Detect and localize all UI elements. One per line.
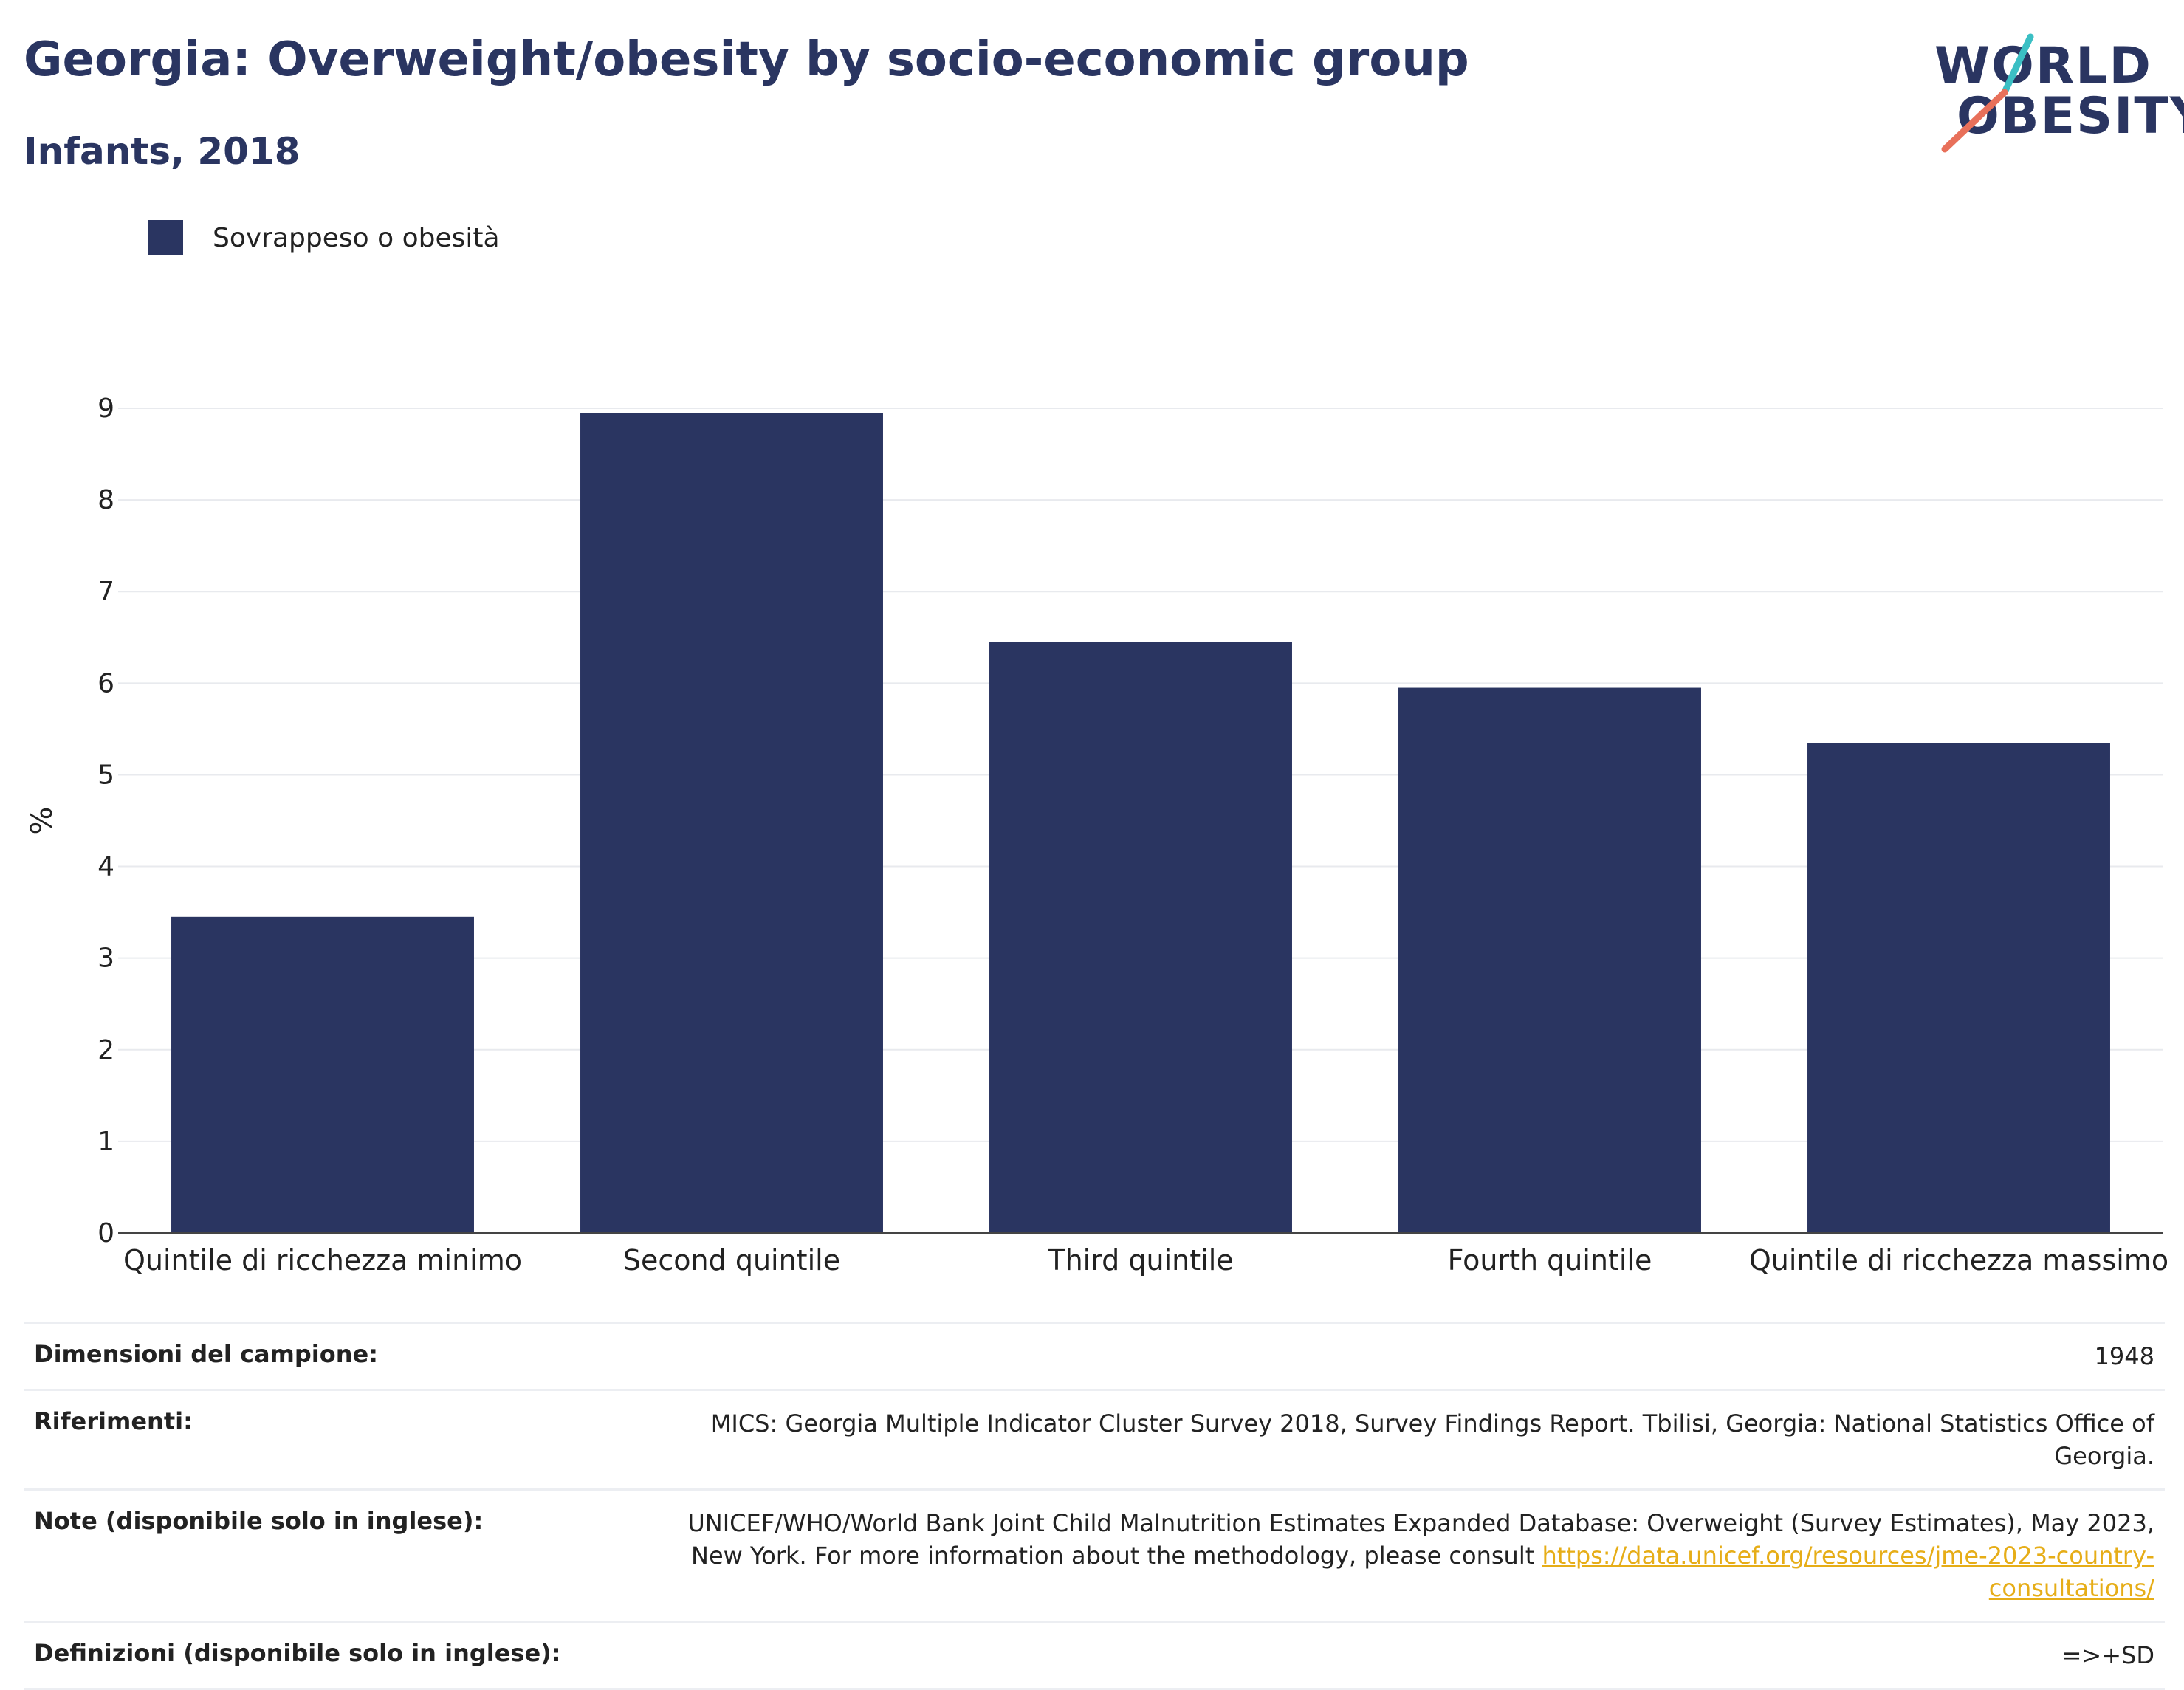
- y-axis-label: %: [25, 806, 59, 834]
- logo-line-1: WORLD: [1934, 37, 2152, 95]
- footer-key: Riferimenti:: [34, 1407, 193, 1435]
- footer-value: 1948: [2094, 1342, 2154, 1370]
- y-tick-label: 0: [97, 1218, 114, 1248]
- footer-value: MICS: Georgia Multiple Indicator Cluster…: [710, 1409, 2154, 1470]
- y-tick-label: 1: [97, 1127, 114, 1157]
- bar: [989, 642, 1292, 1233]
- x-tick-label: Quintile di ricchezza massimo: [1749, 1244, 2168, 1277]
- x-tick-label: Second quintile: [623, 1244, 840, 1277]
- y-tick-label: 8: [97, 485, 114, 515]
- y-tick-label: 3: [97, 944, 114, 974]
- bar: [171, 916, 474, 1233]
- logo-slash-icon: [1941, 33, 2034, 153]
- chart-footer: Dimensioni del campione: 1948 Riferiment…: [24, 1322, 2165, 1690]
- footer-row-sample-size: Dimensioni del campione: 1948: [24, 1322, 2165, 1389]
- bar: [1807, 743, 2110, 1233]
- y-tick-label: 4: [97, 852, 114, 882]
- legend-swatch: [148, 220, 183, 255]
- footer-value: =>+SD: [2061, 1641, 2154, 1669]
- bar-chart: 0 1 2 3 4 5 6 7 8 9% Quintile di ricchezza minimo S…: [25, 394, 2168, 1277]
- bar: [1398, 687, 1701, 1233]
- footer-note-text: UNICEF/WHO/World Bank Joint Child Malnut…: [687, 1509, 2154, 1570]
- chart-subtitle: Infants, 2018: [24, 130, 301, 173]
- legend: Sovrappeso o obesità: [148, 220, 500, 255]
- world-obesity-logo: WORLD OBESITY: [1934, 22, 2184, 155]
- y-tick-label: 2: [97, 1035, 114, 1065]
- y-tick-label: 9: [97, 394, 114, 424]
- bar: [580, 413, 883, 1233]
- footer-key: Dimensioni del campione:: [34, 1340, 379, 1368]
- y-tick-label: 7: [97, 577, 114, 607]
- footer-value: UNICEF/WHO/World Bank Joint Child Malnut…: [641, 1507, 2154, 1604]
- y-tick-label: 5: [97, 760, 114, 790]
- x-tick-label: Fourth quintile: [1448, 1244, 1652, 1277]
- chart-title: Georgia: Overweight/obesity by socio-eco…: [24, 32, 1469, 87]
- footer-key: Definizioni (disponibile solo in inglese…: [34, 1639, 561, 1667]
- y-tick-label: 6: [97, 668, 114, 698]
- legend-label: Sovrappeso o obesità: [213, 222, 500, 253]
- footer-key: Note (disponibile solo in inglese):: [34, 1507, 484, 1535]
- footer-row-definitions: Definizioni (disponibile solo in inglese…: [24, 1621, 2165, 1690]
- x-tick-label: Third quintile: [1047, 1244, 1233, 1277]
- x-tick-label: Quintile di ricchezza minimo: [123, 1244, 522, 1277]
- methodology-link[interactable]: https://data.unicef.org/resources/jme-20…: [1542, 1542, 2154, 1602]
- logo-line-2: OBESITY: [1957, 87, 2184, 145]
- footer-row-references: Riferimenti: MICS: Georgia Multiple Indi…: [24, 1389, 2165, 1488]
- footer-row-notes: Note (disponibile solo in inglese): UNIC…: [24, 1488, 2165, 1621]
